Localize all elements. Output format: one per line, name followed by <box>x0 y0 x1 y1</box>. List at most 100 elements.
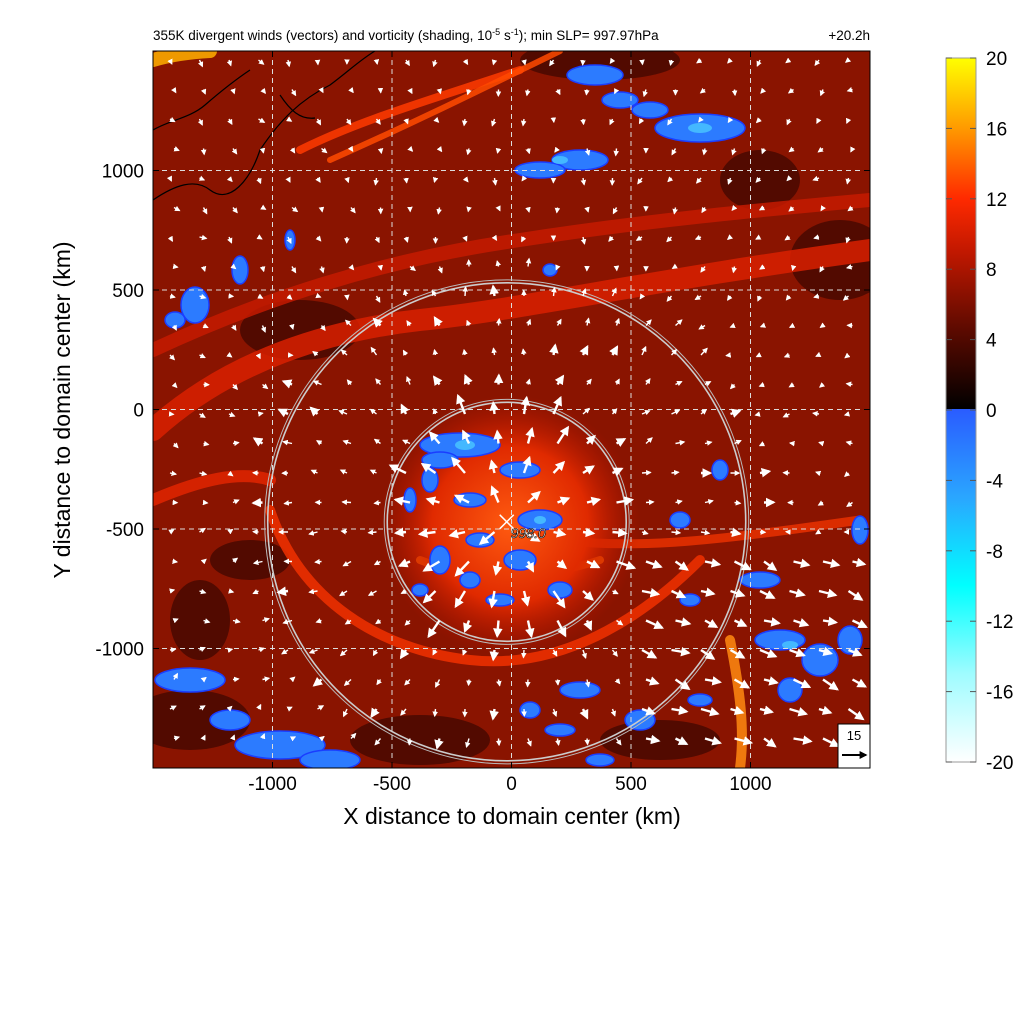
wind-vector <box>845 440 853 446</box>
wind-vector <box>704 499 714 505</box>
wind-vector <box>641 648 658 659</box>
wind-vector <box>312 380 322 386</box>
wind-vector <box>612 207 618 215</box>
wind-vector <box>641 409 651 416</box>
wind-vector <box>431 289 437 297</box>
wind-vector <box>492 177 498 186</box>
wind-vector <box>227 118 233 125</box>
wind-vector <box>232 383 239 390</box>
colorbar-tick-label: 16 <box>986 119 1007 140</box>
wind-vector <box>370 707 380 719</box>
wind-vector <box>251 497 263 508</box>
wind-vector <box>734 736 754 746</box>
wind-vector <box>847 205 854 212</box>
wind-vector <box>226 59 233 67</box>
wind-vector <box>350 207 356 214</box>
wind-vector <box>585 434 596 445</box>
wind-vector <box>289 676 296 683</box>
colorbar-tick-label: 20 <box>986 49 1007 70</box>
wind-vector <box>791 264 797 272</box>
wind-vector <box>616 560 637 570</box>
wind-vector <box>725 352 732 358</box>
wind-vector <box>637 177 643 185</box>
wind-vector <box>309 406 320 417</box>
wind-vector <box>232 618 241 624</box>
wind-vector <box>609 57 616 64</box>
wind-vector <box>433 316 443 327</box>
wind-vector <box>730 588 746 598</box>
wind-vector <box>816 117 822 124</box>
wind-vector <box>197 59 204 68</box>
y-tick-label: -500 <box>106 520 144 541</box>
wind-vector <box>731 204 738 211</box>
wind-vector <box>555 264 561 271</box>
wind-vector <box>733 678 751 689</box>
wind-vector <box>230 88 236 95</box>
wind-vector <box>556 425 570 445</box>
wind-vector <box>521 59 527 66</box>
wind-vector <box>666 295 673 302</box>
wind-vector <box>462 649 468 656</box>
wind-vector <box>199 353 206 359</box>
wind-vector <box>226 176 233 183</box>
wind-vector <box>525 257 532 267</box>
wind-vector <box>611 467 624 477</box>
wind-vector <box>730 527 742 538</box>
storm-center-marker: 998.0 <box>499 514 546 541</box>
wind-vector <box>172 672 179 680</box>
wind-vector <box>260 87 266 95</box>
wind-vector <box>785 57 792 64</box>
wind-vector <box>318 735 325 742</box>
wind-vector <box>675 617 692 627</box>
wind-vector <box>818 588 838 598</box>
wind-vector <box>612 527 628 538</box>
wind-vector <box>169 293 176 299</box>
wind-vector <box>756 59 762 67</box>
wind-vector <box>579 344 589 356</box>
wind-vector <box>316 440 323 446</box>
wind-vector <box>818 705 833 715</box>
wind-vector <box>466 206 472 213</box>
wind-vector <box>173 146 180 152</box>
wind-vector <box>339 469 348 475</box>
wind-vector <box>315 176 321 183</box>
wind-vector <box>453 494 470 504</box>
wind-vector <box>819 322 826 328</box>
wind-vector <box>315 118 322 126</box>
wind-vector <box>731 148 737 156</box>
wind-vector <box>342 708 349 718</box>
wind-vector <box>373 58 380 65</box>
wind-vector <box>466 319 472 327</box>
wind-vector <box>262 617 270 623</box>
wind-vector <box>786 118 792 126</box>
wind-vector <box>614 317 620 326</box>
wind-vector <box>496 679 502 687</box>
wind-vector <box>432 176 439 184</box>
wind-vector <box>495 147 502 154</box>
wind-vector <box>203 618 211 624</box>
wind-vector <box>199 646 206 652</box>
wind-vector <box>286 294 293 300</box>
wind-vector <box>495 260 501 267</box>
wind-vector <box>641 587 661 598</box>
wind-vector <box>638 117 645 125</box>
wind-vector <box>611 649 618 657</box>
wind-vector <box>402 349 409 356</box>
wind-vector <box>260 325 266 333</box>
wind-vector <box>462 58 469 66</box>
wind-vector <box>252 437 264 447</box>
wind-vector <box>492 561 503 576</box>
reference-vector: 15 <box>837 723 871 769</box>
colorbar-tick-label: -16 <box>986 683 1013 704</box>
wind-vector <box>813 293 820 299</box>
wind-vector <box>308 530 318 536</box>
wind-vector <box>232 207 238 214</box>
wind-vector <box>199 470 208 477</box>
wind-vector <box>609 345 619 356</box>
wind-vector <box>169 588 176 594</box>
wind-vector <box>286 706 293 712</box>
wind-vector <box>432 375 443 386</box>
wind-vector <box>321 147 328 154</box>
min-slp-label: 998.0 <box>511 525 546 541</box>
wind-vector <box>374 236 380 244</box>
